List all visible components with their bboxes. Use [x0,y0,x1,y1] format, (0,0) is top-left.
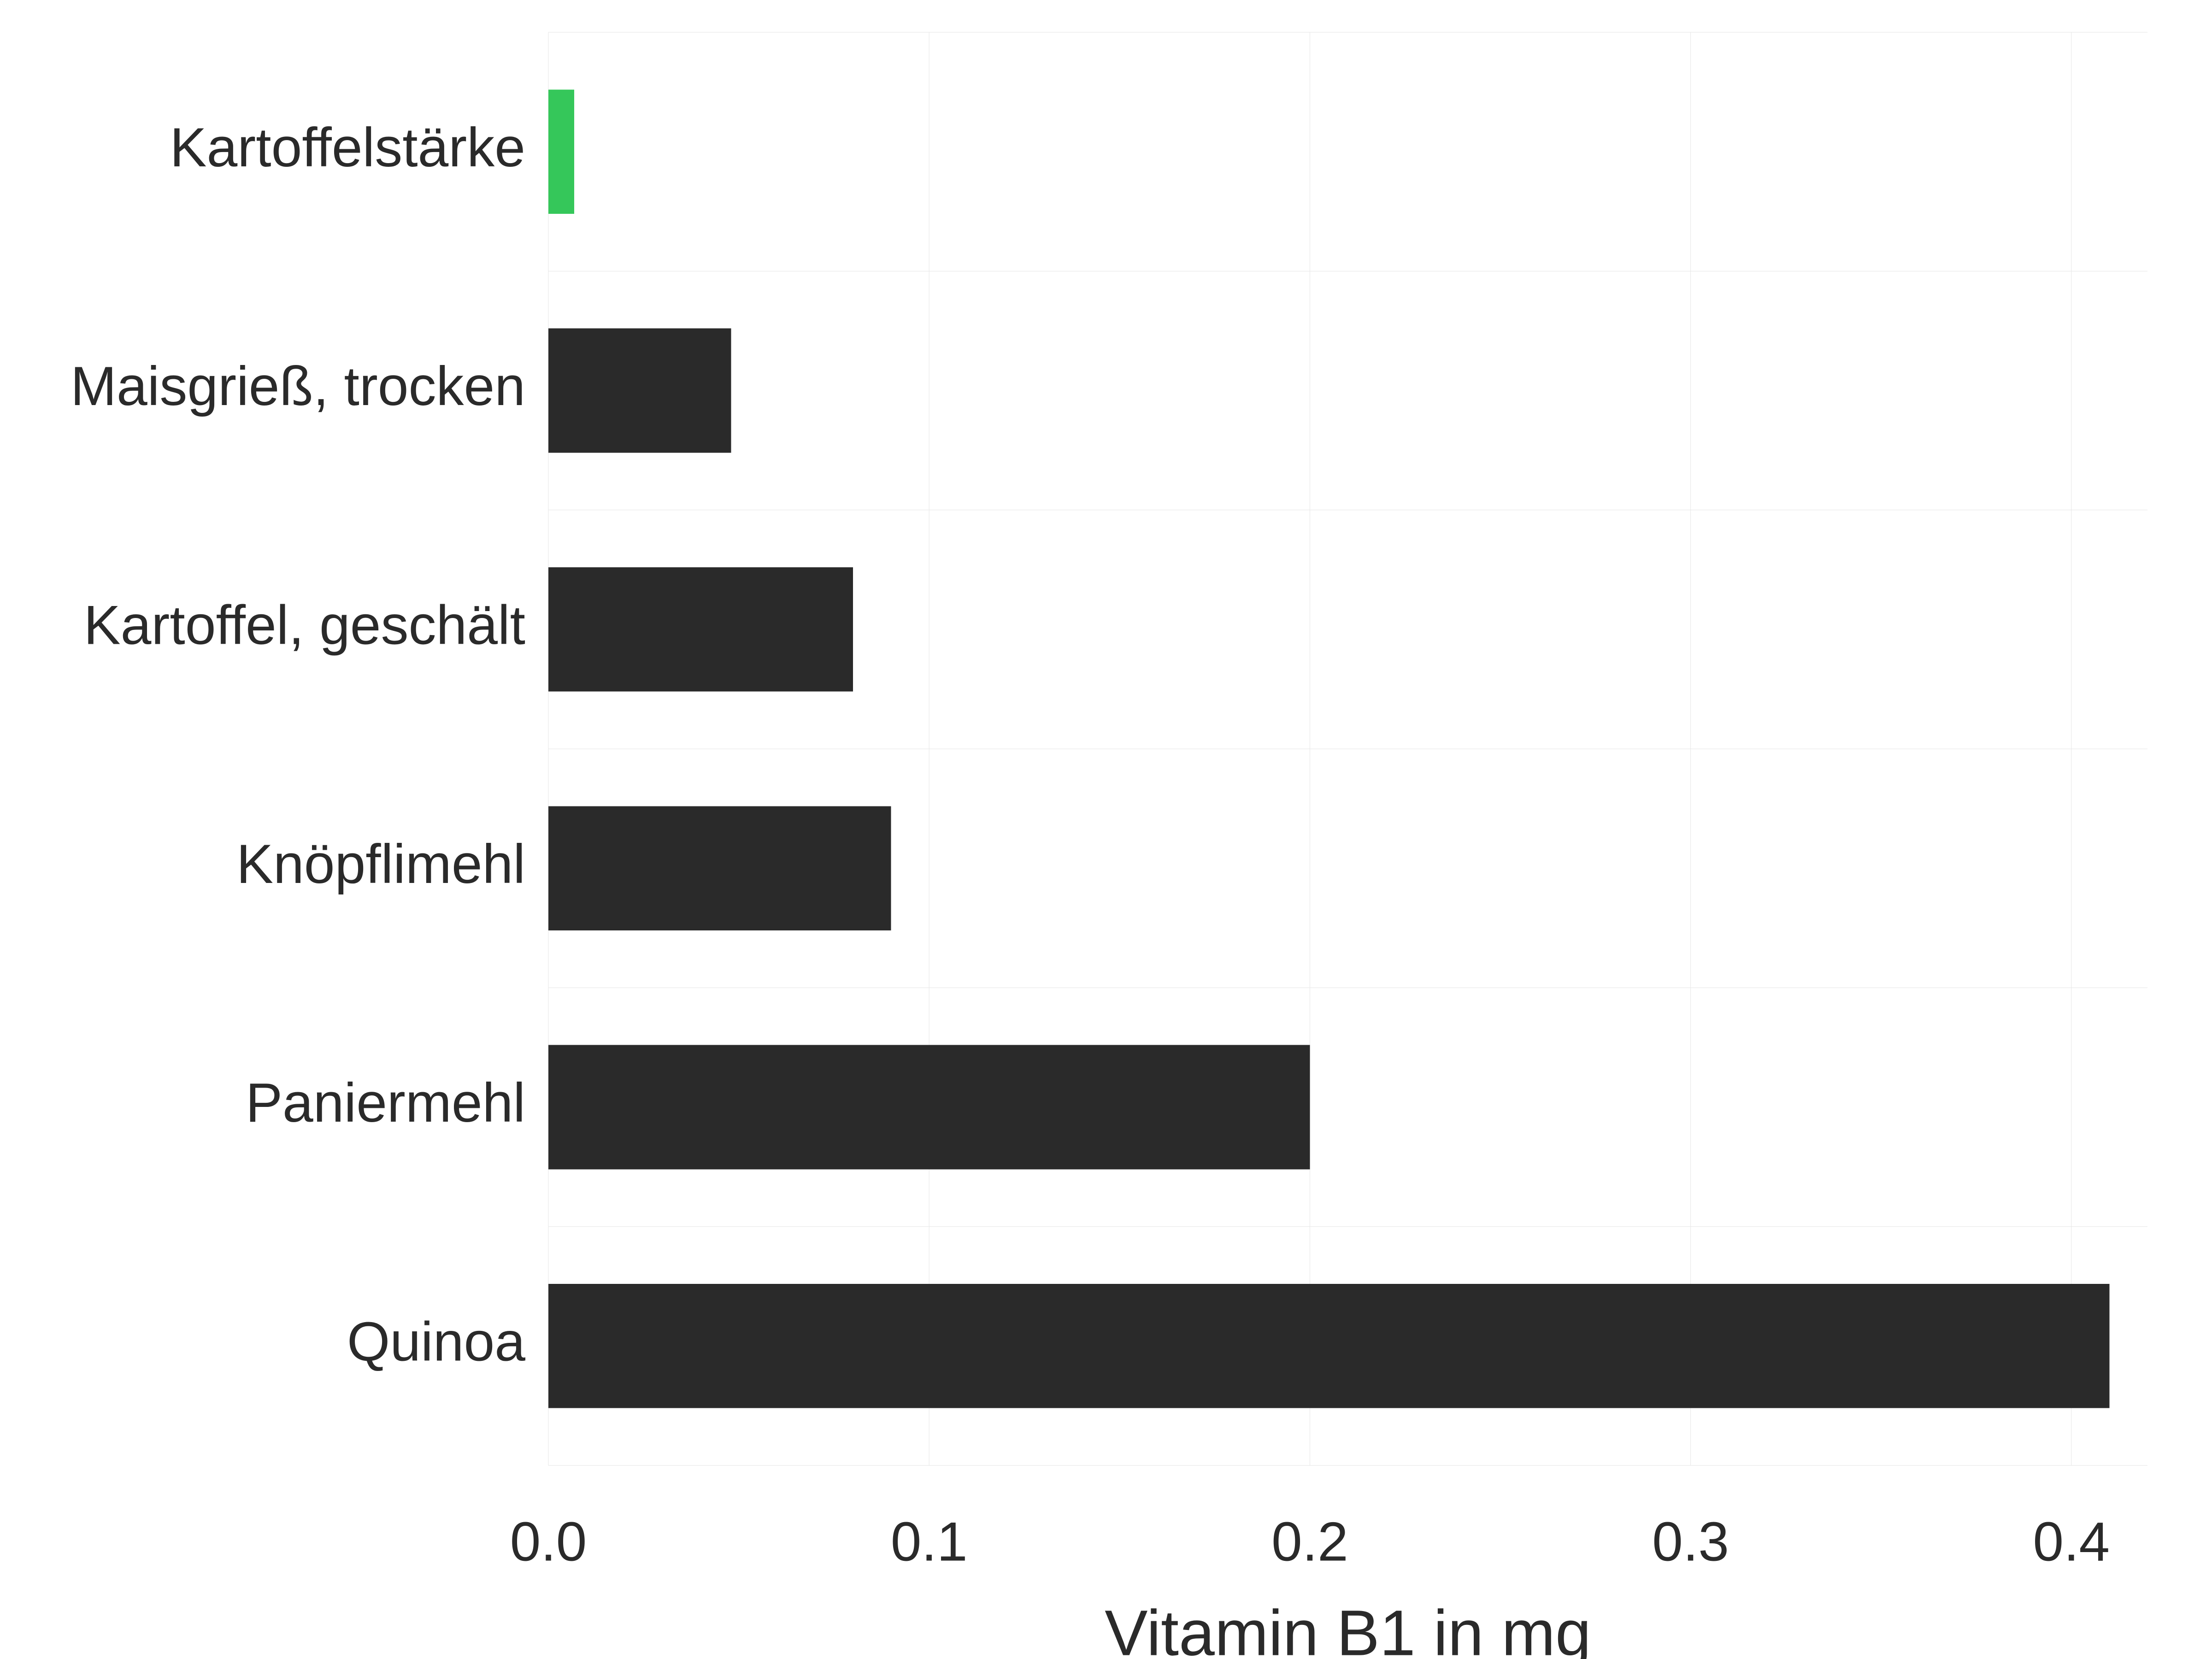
x-tick-label: 0.4 [2033,1511,2110,1572]
x-tick-label: 0.2 [1271,1511,1348,1572]
y-tick-label: Kartoffel, geschält [84,594,525,656]
x-axis-title: Vitamin B1 in mg [1105,1597,1591,1659]
chart-svg: Kartoffelstärke Maisgrieß, trocken Kartoff… [0,0,2212,1659]
y-tick-label: Kartoffelstärke [170,117,525,178]
y-tick-label: Maisgrieß, trocken [71,355,525,417]
bar [548,329,731,453]
x-tick-label: 0.1 [891,1511,968,1572]
bar [548,806,891,930]
chart-background [0,0,2212,1659]
vitamin-b1-bar-chart: Kartoffelstärke Maisgrieß, trocken Kartoff… [0,0,2212,1659]
x-tick-label: 0.0 [510,1511,587,1572]
y-tick-label: Knöpflimehl [236,833,525,895]
y-tick-label: Paniermehl [246,1072,525,1134]
bar [548,567,853,692]
bar [548,1045,1310,1170]
bar [548,89,574,214]
y-tick-label: Quinoa [347,1311,525,1373]
x-tick-label: 0.3 [1652,1511,1729,1572]
bar [548,1284,2109,1408]
